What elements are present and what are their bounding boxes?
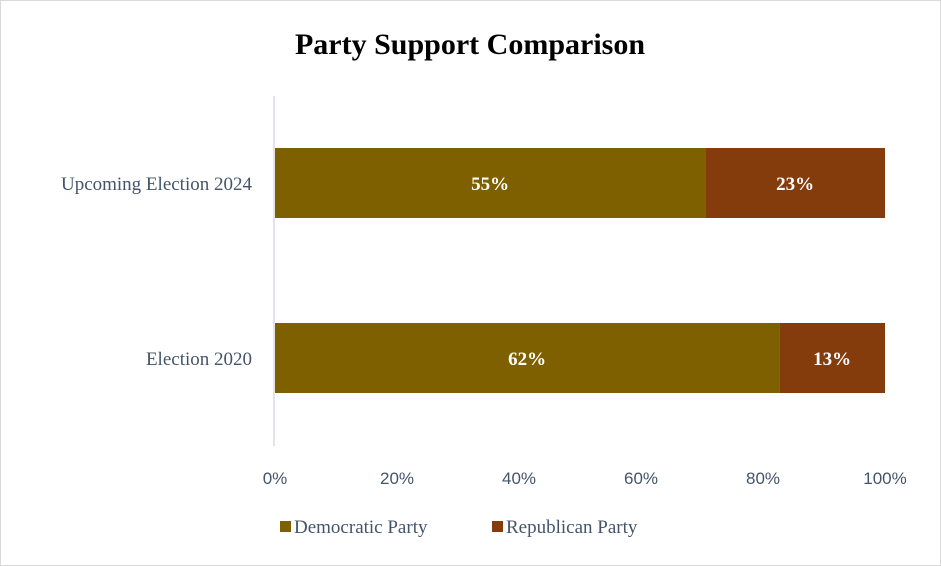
bar-segment-republican bbox=[705, 148, 885, 218]
bar-segment-democratic bbox=[275, 148, 706, 218]
x-tick-label: 100% bbox=[863, 469, 906, 488]
data-label: 13% bbox=[813, 349, 851, 370]
data-label: 62% bbox=[508, 349, 546, 370]
bar-segment-republican bbox=[779, 323, 885, 393]
legend-label: Democratic Party bbox=[294, 517, 428, 538]
category-label: Upcoming Election 2024 bbox=[61, 174, 253, 195]
legend-swatch bbox=[280, 521, 291, 532]
x-tick-label: 20% bbox=[380, 469, 414, 488]
data-label: 55% bbox=[471, 174, 509, 195]
x-tick-label: 80% bbox=[746, 469, 780, 488]
x-tick-label: 40% bbox=[502, 469, 536, 488]
data-label: 23% bbox=[776, 174, 814, 195]
legend-swatch bbox=[492, 521, 503, 532]
chart-title: Party Support Comparison bbox=[295, 28, 645, 61]
legend-label: Republican Party bbox=[506, 517, 638, 538]
bar-segment-democratic bbox=[275, 323, 780, 393]
x-tick-label: 60% bbox=[624, 469, 658, 488]
category-label: Election 2020 bbox=[146, 349, 252, 370]
x-tick-label: 0% bbox=[263, 469, 288, 488]
